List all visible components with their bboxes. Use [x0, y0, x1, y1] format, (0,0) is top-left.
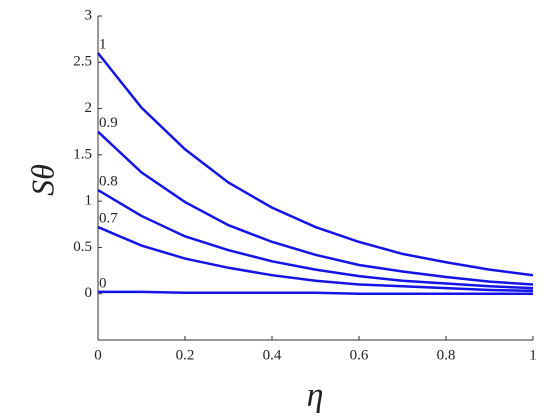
y-tick-label: 2: [85, 100, 93, 116]
x-tick-label: 0.6: [350, 347, 369, 363]
y-tick-label: 2.5: [73, 54, 92, 70]
x-axis-label: η: [307, 377, 324, 414]
x-tick-label: 0.2: [176, 347, 195, 363]
curve-label: 1: [99, 36, 107, 52]
y-tick-label: 1.5: [73, 146, 92, 162]
curve: [97, 130, 534, 286]
curve: [97, 52, 534, 277]
x-tick-label: 0.4: [263, 347, 282, 363]
x-tick-label: 0.8: [437, 347, 456, 363]
curve-label: 0.8: [99, 173, 118, 189]
y-tick-label: 3: [85, 7, 93, 23]
curve: [98, 290, 533, 295]
curve-label: 0.7: [99, 211, 118, 227]
x-tick-label: 1: [529, 347, 537, 363]
y-tick-label: 0: [85, 285, 93, 301]
curve-label: 0.9: [99, 115, 118, 131]
x-tick-label: 0: [94, 347, 102, 363]
curve: [97, 188, 534, 290]
y-axis-label: Sθ: [24, 164, 60, 196]
y-tick-label: 0.5: [73, 239, 92, 255]
curve: [97, 225, 534, 293]
curve-label: 0: [99, 275, 107, 291]
y-tick-label: 1: [85, 193, 93, 209]
